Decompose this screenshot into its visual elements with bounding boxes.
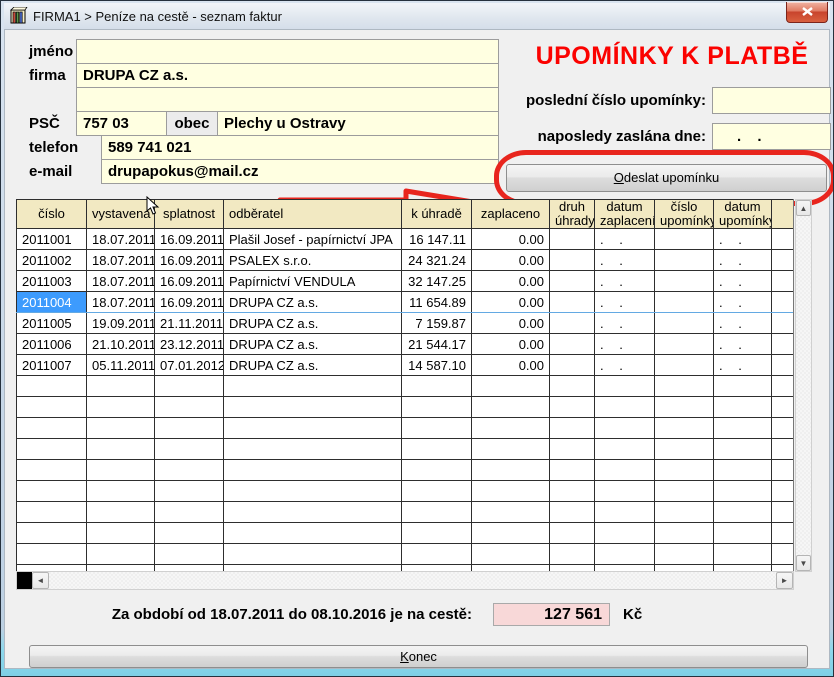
invoice-table: číslo vystavena splatnost odběratel k úh… — [16, 199, 794, 572]
table-empty-row — [16, 564, 793, 572]
col-header-druh-uhrady[interactable]: druh úhrady — [549, 199, 595, 229]
table-empty-row — [16, 438, 793, 460]
period-summary-label: Za období od 18.07.2011 do 08.10.2016 je… — [111, 606, 472, 623]
firma-field[interactable]: DRUPA CZ a.s. — [76, 63, 499, 88]
title-bar: FIRMA1 > Peníze na cestě - seznam faktur — [4, 2, 830, 29]
send-reminder-button[interactable]: Odeslat upomínku — [506, 164, 827, 192]
col-header-k-uhrade[interactable]: k úhradě — [401, 199, 472, 229]
dialog-client-area: jméno firma DRUPA CZ a.s. PSČ 757 03 obe… — [4, 29, 833, 669]
table-row[interactable]: 2011006 21.10.2011 23.12.2011 DRUPA CZ a… — [16, 333, 793, 355]
firma2-field[interactable] — [76, 87, 499, 112]
table-header-row: číslo vystavena splatnost odběratel k úh… — [16, 199, 793, 229]
last-sent-date-label: naposledy zaslána dne: — [537, 128, 706, 145]
table-empty-row — [16, 459, 793, 481]
table-empty-row — [16, 501, 793, 523]
last-reminder-number-label: poslední číslo upomínky: — [525, 92, 706, 109]
col-header-odberatel[interactable]: odběratel — [223, 199, 402, 229]
reminders-heading: UPOMÍNKY K PLATBĚ — [535, 42, 809, 70]
col-header-vystavena[interactable]: vystavena — [86, 199, 155, 229]
vertical-scrollbar[interactable]: ▲ ▼ — [795, 199, 812, 572]
col-header-filler — [771, 199, 793, 229]
jmeno-field[interactable] — [76, 39, 499, 64]
scrollbar-track[interactable] — [49, 572, 776, 589]
table-empty-row — [16, 417, 793, 439]
table-empty-row — [16, 375, 793, 397]
table-empty-row — [16, 543, 793, 565]
table-row[interactable]: 2011002 18.07.2011 16.09.2011 PSALEX s.r… — [16, 249, 793, 271]
table-row[interactable]: 2011007 05.11.2011 07.01.2012 DRUPA CZ a… — [16, 354, 793, 376]
email-label: e-mail — [29, 163, 73, 180]
scrollbar-corner-block — [17, 572, 32, 589]
scroll-left-button[interactable]: ◄ — [32, 572, 49, 589]
close-button[interactable] — [786, 2, 828, 23]
window-title: FIRMA1 > Peníze na cestě - seznam faktur — [33, 8, 282, 24]
close-dialog-button[interactable]: Konec — [29, 645, 808, 668]
table-row-selected[interactable]: 2011004 18.07.2011 16.09.2011 DRUPA CZ a… — [16, 291, 793, 313]
send-reminder-label: deslat upomínku — [623, 170, 720, 185]
last-sent-date-field[interactable]: . . — [712, 123, 831, 150]
table-row[interactable]: 2011005 19.09.2011 21.11.2011 DRUPA CZ a… — [16, 312, 793, 334]
obec-label: obec — [166, 111, 218, 136]
app-icon — [10, 7, 28, 24]
table-row[interactable]: 2011003 18.07.2011 16.09.2011 Papírnictv… — [16, 270, 793, 292]
col-header-datum-zaplaceni[interactable]: datum zaplacení — [594, 199, 655, 229]
table-row[interactable]: 2011001 18.07.2011 16.09.2011 Plašil Jos… — [16, 228, 793, 250]
telefon-field[interactable]: 589 741 021 — [101, 135, 499, 160]
close-dialog-label: onec — [408, 649, 437, 664]
col-header-cislo-upominky[interactable]: číslo upomínky — [654, 199, 714, 229]
horizontal-scrollbar[interactable]: ◄ ► — [16, 571, 794, 590]
email-field[interactable]: drupapokus@mail.cz — [101, 159, 499, 184]
scroll-up-button[interactable]: ▲ — [796, 200, 811, 216]
table-empty-row — [16, 522, 793, 544]
telefon-label: telefon — [29, 139, 79, 156]
col-header-datum-upominky[interactable]: datum upomínky — [713, 199, 772, 229]
close-dialog-mnemonic: K — [400, 649, 409, 664]
total-amount-box: 127 561 — [493, 603, 610, 626]
table-empty-row — [16, 396, 793, 418]
psc-label: PSČ — [29, 115, 60, 132]
scroll-right-button[interactable]: ► — [776, 572, 793, 589]
last-reminder-number-field[interactable] — [712, 87, 831, 114]
close-icon — [801, 7, 813, 16]
col-header-splatnost[interactable]: splatnost — [154, 199, 224, 229]
psc-field[interactable]: 757 03 — [76, 111, 167, 136]
col-header-zaplaceno[interactable]: zaplaceno — [471, 199, 550, 229]
jmeno-label: jméno — [29, 43, 74, 60]
obec-field[interactable]: Plechy u Ostravy — [217, 111, 499, 136]
send-reminder-mnemonic: O — [613, 170, 624, 185]
currency-label: Kč — [623, 606, 643, 623]
col-header-cislo[interactable]: číslo — [16, 199, 87, 229]
table-empty-row — [16, 480, 793, 502]
scroll-down-button[interactable]: ▼ — [796, 555, 811, 571]
firma-label: firma — [29, 67, 66, 84]
